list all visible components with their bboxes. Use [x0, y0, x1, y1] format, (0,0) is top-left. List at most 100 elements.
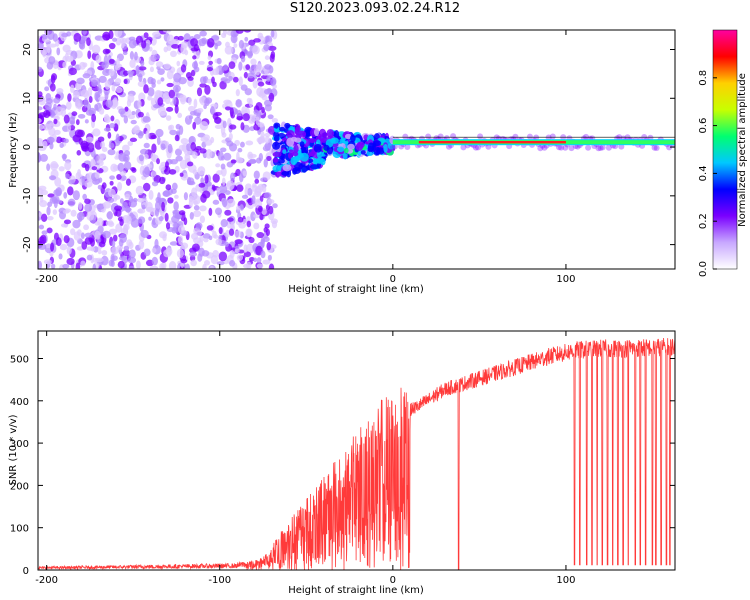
spectrogram-cell — [512, 133, 519, 140]
spectrogram-cell — [83, 224, 90, 231]
spectrogram-cell — [103, 201, 111, 209]
spectrogram-cell — [292, 167, 297, 175]
spectrogram-cell — [129, 59, 136, 68]
spectrogram-cell — [198, 60, 205, 65]
spectrogram-cell — [78, 61, 86, 70]
spectrogram-cell — [323, 144, 330, 151]
spectrogram-cell — [168, 261, 177, 269]
spectrogram-cell — [239, 204, 244, 210]
spectrogram-cell — [176, 248, 185, 258]
spectrogram-cell — [193, 200, 198, 206]
spectrogram-cell — [123, 245, 130, 252]
spectrogram-cell — [151, 256, 158, 266]
spectrogram-cell — [209, 190, 215, 196]
spectrogram-cell — [179, 159, 188, 170]
spectrogram-cell — [247, 159, 257, 164]
spectrogram-cell — [55, 237, 62, 247]
spectrogram-cell — [437, 133, 444, 140]
spectrogram-cell — [80, 89, 89, 98]
spectrogram-cell — [243, 30, 252, 33]
spectrogram-cell — [177, 112, 183, 118]
spectrogram-cell — [101, 182, 107, 190]
spectrogram-cell — [138, 66, 147, 71]
spectrogram-cell — [63, 219, 72, 225]
spectrogram-cell — [171, 182, 178, 191]
spectrogram-y-tick-label: 10 — [22, 92, 33, 105]
spectrogram-cell — [91, 113, 97, 123]
spectrogram-cell — [131, 126, 140, 134]
spectrogram-cell — [257, 81, 265, 87]
spectrogram-cell — [91, 79, 98, 87]
spectrogram-cell — [131, 167, 137, 173]
spectrogram-cell — [372, 142, 377, 151]
spectrogram-cell — [95, 54, 102, 64]
spectrogram-cell — [206, 67, 214, 72]
spectrogram-cell — [97, 184, 102, 190]
spectrogram-cell — [248, 153, 257, 158]
spectrogram-cell — [260, 239, 265, 248]
spectrogram-cell — [117, 260, 125, 269]
spectrogram-cell — [125, 205, 131, 213]
spectrogram-cell — [160, 77, 165, 82]
spectrogram-cell — [205, 149, 213, 159]
spectrogram-cell — [150, 78, 156, 85]
spectrogram-cell — [127, 113, 136, 120]
spectrogram-cell — [242, 219, 248, 224]
spectrogram-cell — [402, 133, 409, 140]
spectrogram-cell — [151, 181, 159, 187]
spectrogram-cell — [475, 144, 482, 151]
spectrogram-cell — [47, 30, 55, 41]
snr-plot: -200 -100 0 100 0 100 200 300 400 500 Height of … — [8, 330, 676, 596]
spectrogram-cell — [64, 161, 72, 171]
spectrogram-cell — [252, 45, 260, 55]
spectrogram-cell — [208, 235, 213, 241]
spectrogram-cell — [140, 229, 149, 238]
spectrogram-cell — [42, 34, 48, 40]
spectrogram-cell — [82, 30, 88, 35]
spectrogram-cell — [216, 261, 225, 266]
spectrogram-cell — [350, 134, 356, 143]
spectrogram-cell — [38, 243, 47, 250]
spectrogram-cell — [234, 230, 242, 238]
spectrogram-cell — [237, 216, 244, 223]
spectrogram-cell — [45, 92, 52, 101]
spectrogram-cell — [74, 82, 81, 90]
spectrogram-cell — [44, 86, 50, 92]
spectrogram-cell — [104, 80, 111, 90]
spectrogram-cell — [183, 217, 188, 226]
spectrogram-cell — [49, 83, 56, 92]
spectrogram-cell — [98, 107, 105, 115]
snr-y-tick-label: 400 — [10, 397, 29, 408]
spectrogram-cell — [185, 263, 190, 269]
spectrogram-x-label: Height of straight line (km) — [288, 284, 424, 295]
spectrogram-cell — [485, 143, 492, 150]
spectrogram-cell — [180, 137, 189, 145]
spectrogram-cell — [262, 259, 271, 265]
spectrogram-cell — [160, 111, 168, 116]
spectrogram-cell — [223, 152, 232, 161]
spectrogram-cell — [108, 68, 115, 77]
spectrogram-cell — [162, 190, 170, 197]
spectrogram-cell — [260, 131, 265, 140]
spectrogram-cell — [250, 211, 256, 222]
spectrogram-cell — [228, 228, 235, 236]
spectrogram-cell — [180, 258, 188, 264]
snr-series-line — [38, 337, 675, 570]
spectrogram-cell — [549, 133, 556, 140]
spectrogram-cell — [174, 104, 179, 114]
spectrogram-cell — [288, 152, 293, 159]
spectrogram-cell — [189, 212, 194, 220]
snr-y-tick-label: 0 — [23, 566, 29, 577]
spectrogram-cell — [66, 101, 72, 110]
spectrogram-cell — [75, 119, 80, 126]
spectrogram-cell — [126, 70, 135, 75]
spectrogram-cell — [63, 192, 68, 199]
spectrogram-cell — [81, 162, 87, 168]
spectrogram-cell — [208, 207, 213, 217]
colorbar: 0.0 0.2 0.4 0.6 0.8 Normalized spectral ampl… — [698, 29, 748, 277]
spectrogram-cell — [38, 42, 44, 49]
spectrogram-cell — [257, 137, 263, 145]
spectrogram-cell — [197, 253, 203, 262]
spectrogram-cell — [38, 139, 44, 149]
